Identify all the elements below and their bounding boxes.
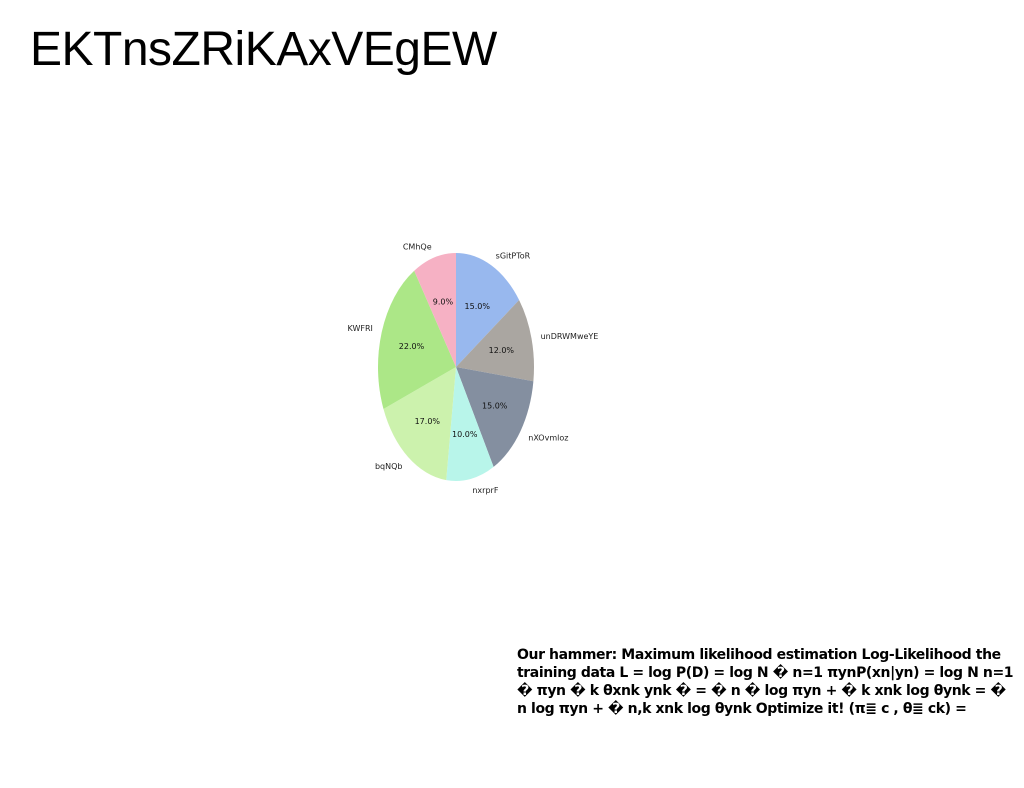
pie-labels: 15.0% sGitPToR 12.0% unDRWMweYE 15.0% nXOvmlo… <box>348 243 599 496</box>
pie-slice-label: KWFRI <box>348 324 373 333</box>
pie-slices <box>378 253 534 481</box>
pie-pct-label: 15.0% <box>482 401 508 410</box>
pie-slice-KWFRI <box>378 270 456 409</box>
pie-slice-label: bqNQb <box>375 462 403 471</box>
pie-slice-CMhQe <box>414 253 456 367</box>
pie-slice-label: unDRWMweYE <box>541 332 599 341</box>
caption-text: Our hammer: Maximum likelihood estimatio… <box>517 647 1014 717</box>
pie-chart: 15.0% sGitPToR 12.0% unDRWMweYE 15.0% nXOvmlo… <box>348 243 599 496</box>
pie-slice-label: sGitPToR <box>496 251 531 260</box>
pie-slice-label: CMhQe <box>403 243 432 252</box>
pie-pct-label: 10.0% <box>452 430 478 439</box>
pie-pct-label: 15.0% <box>465 302 491 311</box>
pie-slice-label: nXOvmloz <box>528 433 568 442</box>
pie-slice-nXOvmloz <box>456 367 534 467</box>
pie-slice-bqNQb <box>383 367 456 481</box>
pie-slice-nxrprF <box>446 367 494 481</box>
pie-slice-unDRWMweYE <box>456 299 534 382</box>
pie-slice-label: nxrprF <box>472 486 498 495</box>
pie-pct-label: 12.0% <box>489 346 515 355</box>
pie-pct-label: 17.0% <box>415 417 441 426</box>
pie-pct-label: 9.0% <box>433 297 454 306</box>
page-title: EKTnsZRiKAxVEgEW <box>30 23 497 76</box>
pie-pct-label: 22.0% <box>399 342 425 351</box>
pie-slice-sGitPToR <box>456 253 520 367</box>
